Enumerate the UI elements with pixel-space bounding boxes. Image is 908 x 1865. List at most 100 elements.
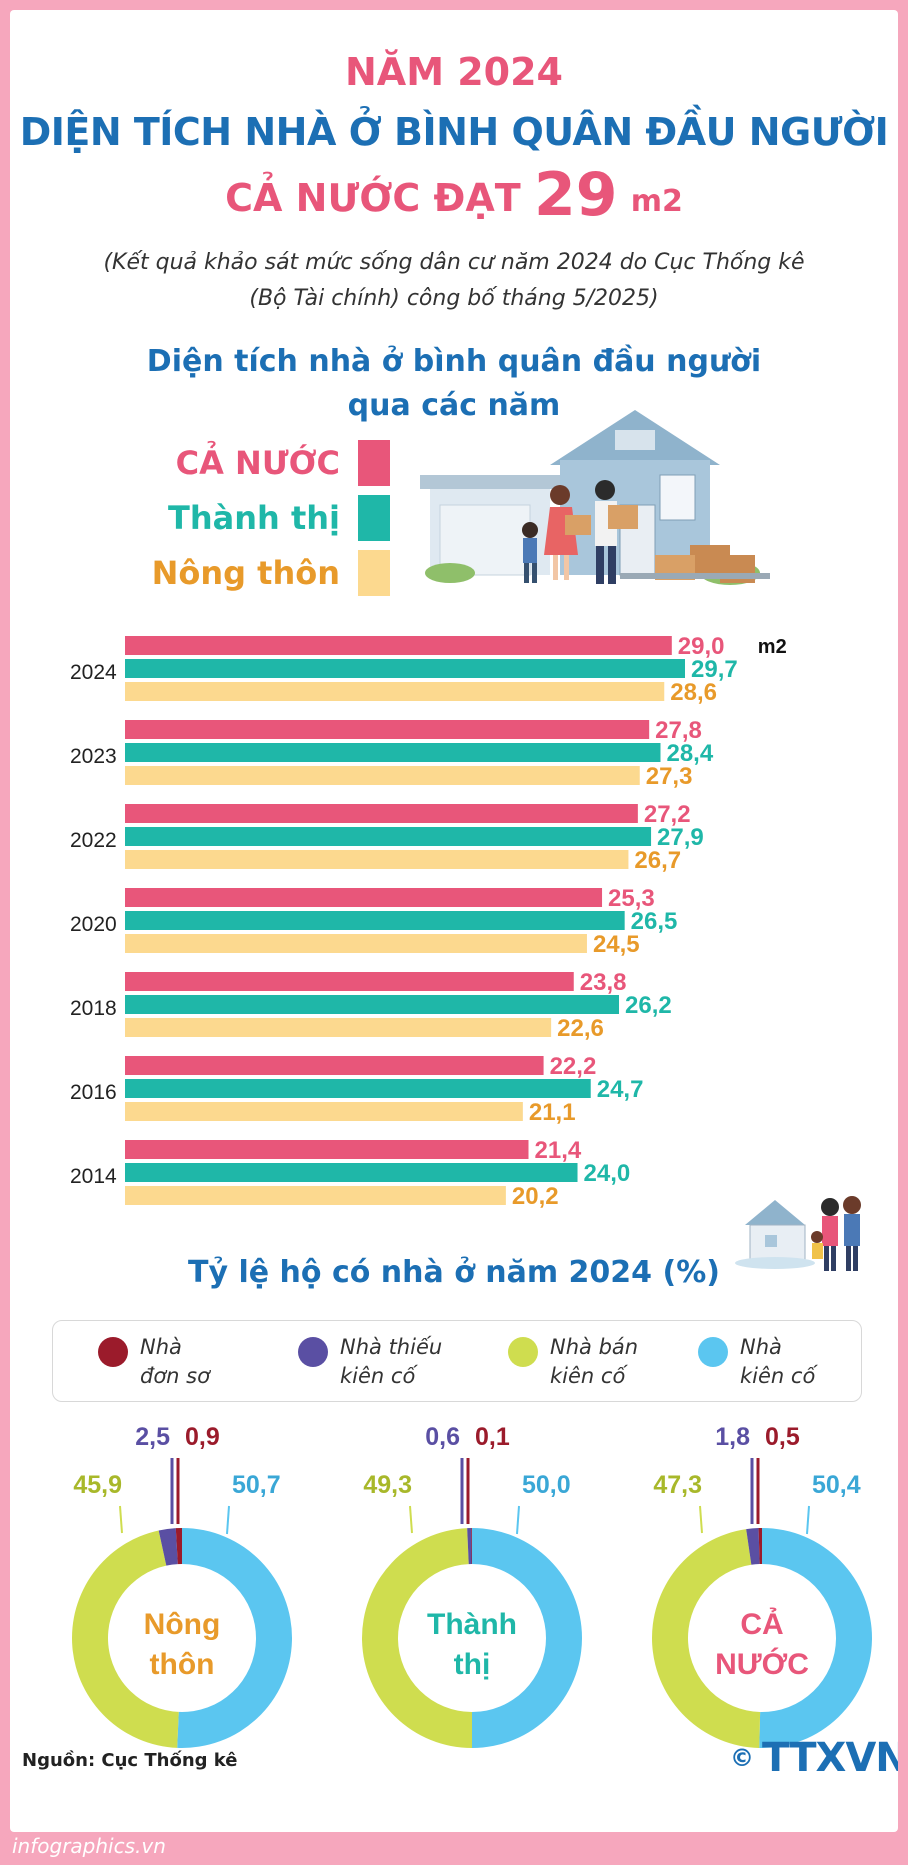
title-main: DIỆN TÍCH NHÀ Ở BÌNH QUÂN ĐẦU NGƯỜI [19,110,889,154]
leader-line [806,1505,810,1535]
donut-slice [177,1528,293,1748]
bar [125,1018,552,1037]
legend-kien-co-line-2: kiên cố [740,1364,816,1388]
bar-value-label: 28,6 [670,679,717,706]
donut-value-label: 1,8 [715,1423,750,1451]
legend-swatch-thanh-thi [358,495,390,541]
title-highlight-prefix: CẢ NƯỚC ĐẠT [225,176,521,220]
donut-value-label: 50,0 [522,1471,571,1499]
leader-line [119,1505,123,1534]
bar-value-label: 27,2 [644,801,691,828]
donut-value-label: 2,5 [135,1423,170,1451]
bar [125,1056,544,1075]
legend-dot-thieu-kien-co [298,1337,328,1367]
donut-section-title: Tỷ lệ hộ có nhà ở năm 2024 (%) [188,1255,720,1290]
legend-item-thanh-thi: Thành thị [168,493,390,543]
donut-center-label: CẢ [740,1607,783,1641]
donut-center-label: Nông [144,1608,221,1641]
house-family-illustration [420,410,770,585]
leader-line [699,1505,703,1534]
bar-value-label: 26,7 [634,847,681,874]
subtitle-line-1: (Kết quả khảo sát mức sống dân cư năm 20… [103,250,805,275]
legend-dot-don-so [98,1337,128,1367]
subtitle-line-2: (Bộ Tài chính) công bố tháng 5/2025) [249,286,659,311]
legend-label-thieu-kien-co: Nhà thiếu kiên cố [340,1333,480,1391]
bar-value-label: 24,5 [593,931,640,958]
donut-slice [758,1528,762,1565]
title-highlight: CẢ NƯỚC ĐẠT 29 m2 [10,160,898,230]
donut-value-label: 0,6 [425,1423,460,1451]
year-label: 2014 [70,1165,117,1188]
bar-value-label: 29,0 [678,633,725,660]
donut-slice [471,1528,472,1565]
bar-chart-title: Diện tích nhà ở bình quân đầu người qua … [10,340,898,428]
bar-value-label: 27,9 [657,824,704,851]
bar [125,1186,506,1205]
legend-thieu-kien-co: Nhà thiếu kiên cố [298,1333,480,1391]
donut-center-label: thôn [150,1648,215,1681]
bar-value-label: 25,3 [608,885,655,912]
bar [125,743,661,762]
legend-label-kien-co: Nhà kiên cố [740,1333,880,1391]
logo-text: TTXVN [762,1735,898,1781]
legend-swatch-ca-nuoc [358,440,390,486]
donut-slice [652,1529,761,1748]
bar [125,766,640,785]
bar [125,972,574,991]
bar [125,720,650,739]
legend-ban-kien-co-line-2: kiên cố [550,1364,626,1388]
bar-chart-title-line-2: qua các năm [347,388,561,423]
bar-chart-title-line-1: Diện tích nhà ở bình quân đầu người [146,344,762,379]
donut-chart-marks: 0,9 2,5 45,9 50,7 Nông thôn 0,1 0,6 49,3 50,0 Thàn… [72,1423,873,1748]
donut-slice [472,1528,582,1748]
donut-slice [175,1528,182,1565]
legend-item-ca-nuoc: CẢ NƯỚC [176,438,390,488]
bar [125,1140,529,1159]
donut-value-label: 0,9 [185,1423,220,1451]
year-label: 2023 [70,745,117,768]
bar-value-label: 26,2 [625,992,672,1019]
bar [125,995,620,1014]
legend-kien-co-line-1: Nhà [740,1335,782,1359]
title-highlight-value: 29 [533,160,618,230]
child-head [522,522,538,538]
donut-slice [759,1528,873,1748]
legend-thieu-kien-co-line-1: Nhà thiếu [340,1335,443,1359]
title-year: NĂM 2024 [344,50,564,94]
donut-legend: Nhà đơn sơ Nhà thiếu kiên cố Nhà bán kiê… [52,1320,862,1402]
bar-value-label: 22,2 [550,1053,597,1080]
ttxvn-logo: © TTXVN [730,1735,898,1781]
bar [125,804,638,823]
donut-value-label: 45,9 [73,1471,122,1499]
donut-slice [72,1530,179,1748]
bar-value-label: 24,0 [584,1160,631,1187]
bar-value-label: 26,5 [631,908,678,935]
donut-value-label: 50,4 [812,1471,861,1499]
bar-chart-marks: 2024 29,0 m2 29,728,6 2023 27,828,427,3 2022 27… [70,633,787,1210]
infographic-card: NĂM 2024 DIỆN TÍCH NHÀ Ở BÌNH QUÂN ĐẦU N… [10,10,898,1832]
bar [125,636,672,655]
bar [125,1102,523,1121]
legend-label-ban-kien-co: Nhà bán kiên cố [550,1333,690,1391]
bar [125,934,587,953]
bar-value-label: 21,1 [529,1099,576,1126]
year-label: 2018 [70,997,117,1020]
woman-head [550,485,570,505]
legend-don-so-line-2: đơn sơ [140,1364,210,1388]
unit-label: m2 [758,636,787,658]
legend-label-thanh-thi: Thành thị [168,499,340,537]
legend-kien-co: Nhà kiên cố [698,1333,880,1391]
bar-value-label: 23,8 [580,969,627,996]
bar [125,888,603,907]
subtitle: (Kết quả khảo sát mức sống dân cư năm 20… [10,245,898,317]
legend-thieu-kien-co-line-2: kiên cố [340,1364,416,1388]
leader-line [516,1505,520,1535]
donut-value-label: 47,3 [653,1471,702,1499]
legend-label-ca-nuoc: CẢ NƯỚC [175,444,340,482]
title-highlight-unit: m2 [630,184,683,219]
donut-value-label: 0,1 [475,1423,510,1451]
donut-value-label: 50,7 [232,1471,281,1499]
donut-center-label: NƯỚC [715,1647,809,1681]
legend-ban-kien-co-line-1: Nhà bán [550,1335,639,1359]
donut-value-label: 0,5 [765,1423,800,1451]
